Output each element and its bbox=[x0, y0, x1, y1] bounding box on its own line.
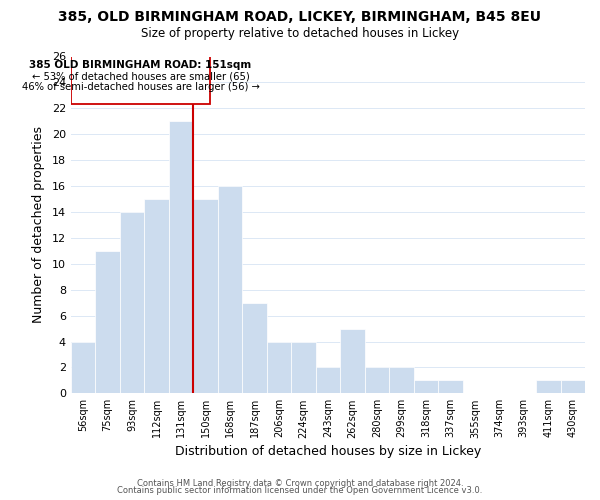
Text: Size of property relative to detached houses in Lickey: Size of property relative to detached ho… bbox=[141, 28, 459, 40]
Text: 385, OLD BIRMINGHAM ROAD, LICKEY, BIRMINGHAM, B45 8EU: 385, OLD BIRMINGHAM ROAD, LICKEY, BIRMIN… bbox=[59, 10, 542, 24]
Bar bbox=[242, 302, 267, 394]
Bar bbox=[438, 380, 463, 394]
Text: Contains HM Land Registry data © Crown copyright and database right 2024.: Contains HM Land Registry data © Crown c… bbox=[137, 478, 463, 488]
Bar bbox=[120, 212, 144, 394]
Bar bbox=[340, 328, 365, 394]
Text: Contains public sector information licensed under the Open Government Licence v3: Contains public sector information licen… bbox=[118, 486, 482, 495]
X-axis label: Distribution of detached houses by size in Lickey: Distribution of detached houses by size … bbox=[175, 444, 481, 458]
Bar bbox=[389, 368, 413, 394]
Bar bbox=[95, 251, 120, 394]
Bar bbox=[71, 342, 95, 394]
Bar bbox=[413, 380, 438, 394]
FancyBboxPatch shape bbox=[71, 56, 211, 104]
Text: 46% of semi-detached houses are larger (56) →: 46% of semi-detached houses are larger (… bbox=[22, 82, 260, 92]
Bar bbox=[316, 368, 340, 394]
Bar bbox=[144, 199, 169, 394]
Bar bbox=[218, 186, 242, 394]
Text: ← 53% of detached houses are smaller (65): ← 53% of detached houses are smaller (65… bbox=[32, 72, 250, 82]
Bar bbox=[560, 380, 585, 394]
Bar bbox=[267, 342, 291, 394]
Bar bbox=[536, 380, 560, 394]
Bar bbox=[365, 368, 389, 394]
Bar bbox=[291, 342, 316, 394]
Y-axis label: Number of detached properties: Number of detached properties bbox=[32, 126, 45, 324]
Bar bbox=[169, 122, 193, 394]
Text: 385 OLD BIRMINGHAM ROAD: 151sqm: 385 OLD BIRMINGHAM ROAD: 151sqm bbox=[29, 60, 252, 70]
Bar bbox=[193, 199, 218, 394]
